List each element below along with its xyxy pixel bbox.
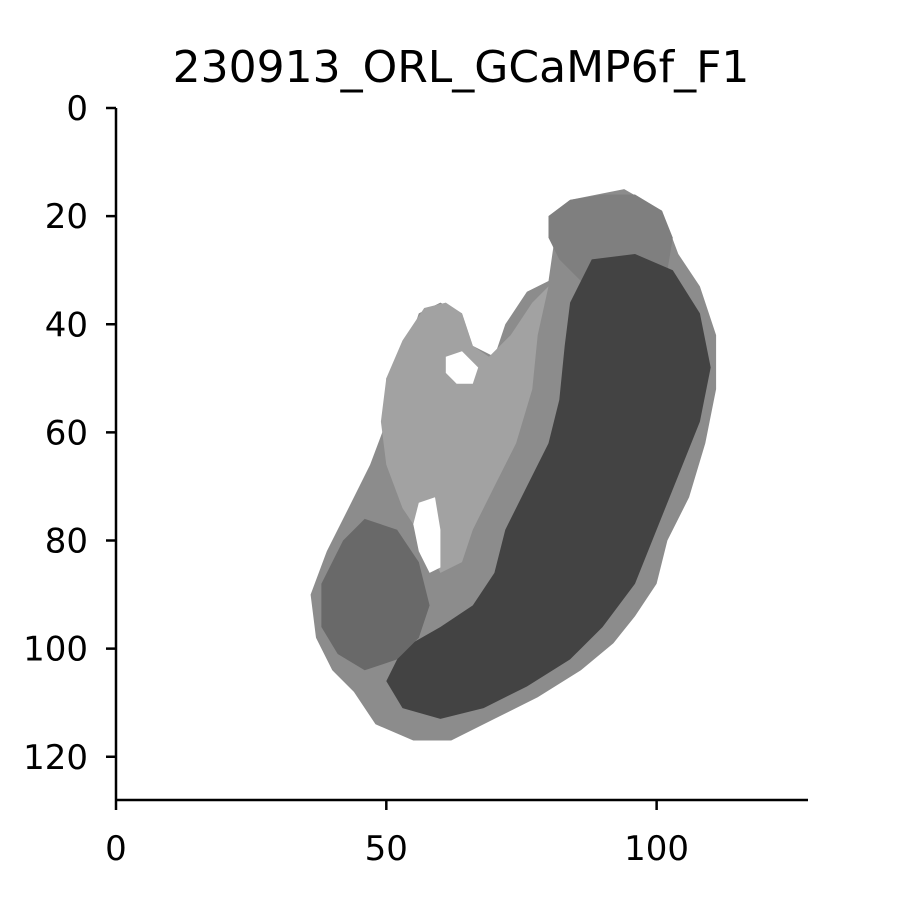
chart-title: 230913_ORL_GCaMP6f_F1 [173, 42, 750, 93]
x-tick-label: 100 [624, 829, 689, 869]
image-region-dark-core [386, 254, 711, 719]
image-region-left-lower-lobe [321, 518, 430, 671]
y-tick-label: 80 [45, 522, 88, 562]
image-region-hole-lower [413, 497, 441, 573]
y-axis-ticks: 0 20 40 60 80 100 120 [23, 89, 116, 778]
y-tick-label: 0 [66, 89, 88, 129]
y-tick-label: 20 [45, 197, 88, 237]
y-tick-label: 120 [23, 738, 88, 778]
y-tick-label: 60 [45, 413, 88, 453]
heatmap-image [310, 189, 717, 741]
y-tick-label: 100 [23, 630, 88, 670]
x-tick-label: 0 [105, 829, 127, 869]
image-region-hole-upper [445, 351, 479, 384]
image-region-left-lobe [380, 286, 549, 573]
x-axis-ticks: 0 50 100 [105, 800, 689, 869]
plot-area [310, 189, 717, 741]
x-tick-label: 50 [365, 829, 408, 869]
y-tick-label: 40 [45, 305, 88, 345]
